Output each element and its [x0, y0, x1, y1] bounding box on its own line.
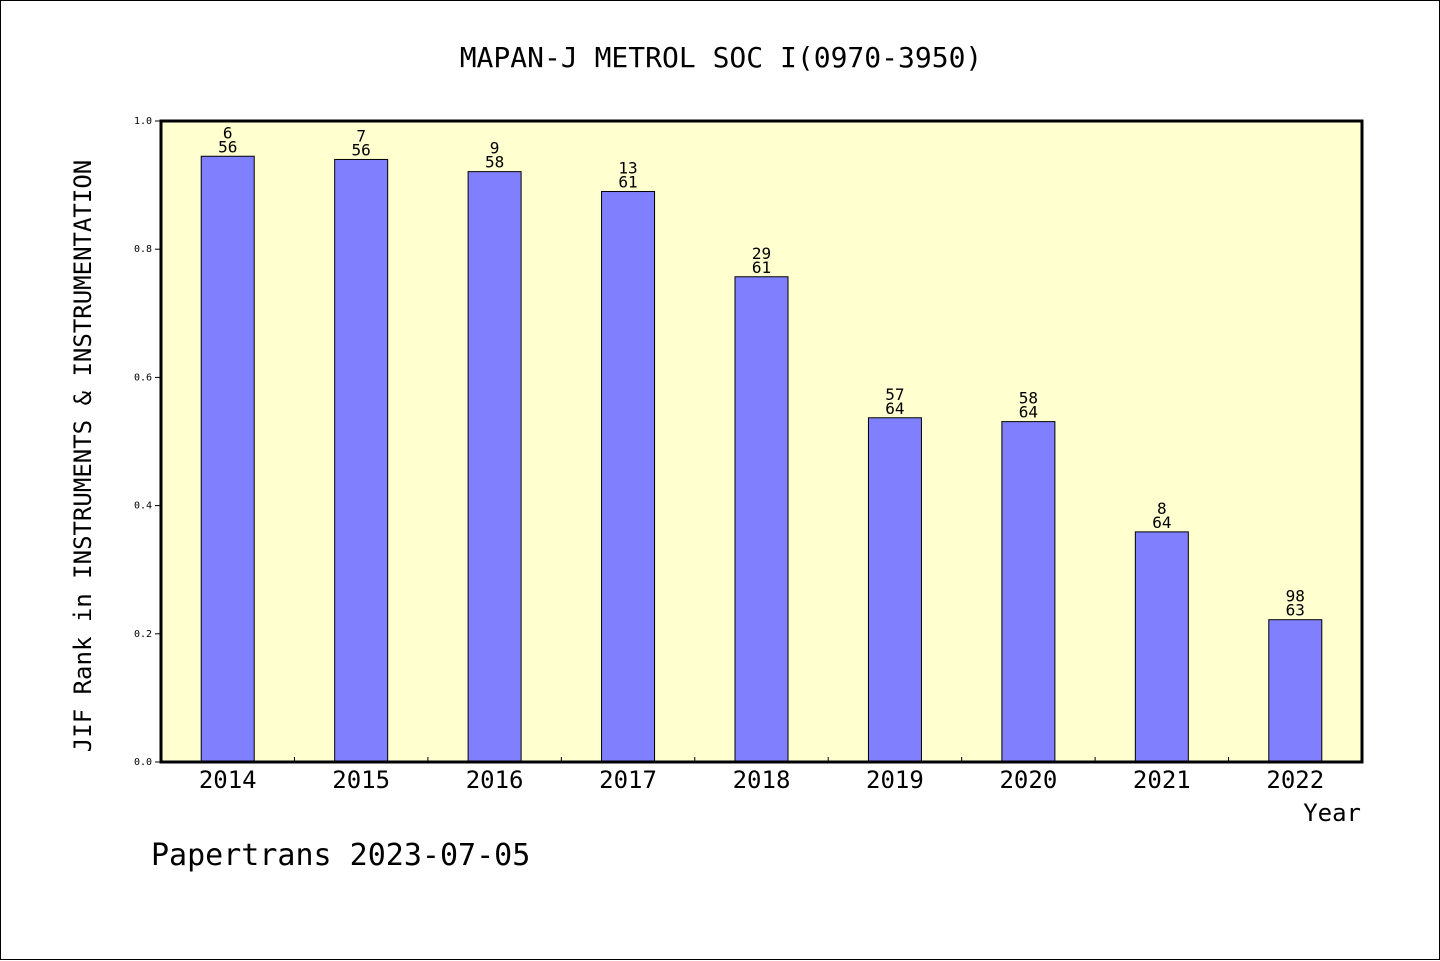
bar-label-rank: 29: [752, 244, 771, 263]
y-tick-label: 0.8: [134, 244, 152, 255]
plot-border: [159, 119, 1364, 764]
bar-label-rank: 7: [356, 126, 366, 145]
y-axis: 0.0 0.2 0.4 0.6 0.8 1.0: [134, 116, 161, 768]
bar-2017: [601, 191, 656, 763]
y-tick-label: 0.4: [134, 501, 152, 512]
x-axis-title: Year: [1303, 799, 1361, 827]
bar-label-rank: 8: [1157, 499, 1167, 518]
y-tick-label: 0.0: [134, 757, 152, 768]
footer-credit: Papertrans 2023-07-05: [151, 838, 530, 873]
bar-label-total: 64: [885, 399, 904, 418]
bar-label-total: 58: [485, 153, 504, 172]
bar-label-total: 64: [1152, 513, 1171, 532]
x-tick-label: 2020: [999, 766, 1057, 794]
bar-label-total: 64: [1019, 403, 1038, 422]
bar-2021: [1134, 531, 1189, 763]
bar-label-rank: 98: [1286, 587, 1305, 606]
bar-label-rank: 57: [885, 385, 904, 404]
x-tick-label: 2018: [733, 766, 791, 794]
bar-2018: [734, 276, 789, 763]
bar-label-total: 56: [352, 140, 371, 159]
y-tick-label: 0.6: [134, 372, 152, 383]
chart-title: MAPAN-J METROL SOC I(0970-3950): [460, 41, 983, 74]
bar-2014: [200, 155, 255, 763]
bar-2020: [1001, 421, 1056, 763]
y-tick-label: 1.0: [134, 116, 152, 127]
bar-label-rank: 9: [490, 139, 500, 158]
y-tick-label: 0.2: [134, 629, 152, 640]
bar-label-rank: 6: [223, 123, 233, 142]
bar-label-rank: 58: [1019, 389, 1038, 408]
x-tick-label: 2022: [1266, 766, 1324, 794]
bar-label-total: 56: [218, 137, 237, 156]
bar-label-rank: 13: [618, 159, 637, 178]
x-tick-label: 2014: [199, 766, 257, 794]
bar-label-total: 61: [618, 173, 637, 192]
bar-2019: [867, 417, 922, 763]
bar-label-total: 63: [1286, 601, 1305, 620]
x-axis: 2014 2015 2016 2017 2018 2019 2020 2021 2022: [199, 757, 1324, 794]
x-tick-label: 2016: [466, 766, 524, 794]
bar-label-total: 61: [752, 258, 771, 277]
x-tick-label: 2017: [599, 766, 657, 794]
bar-2022: [1268, 619, 1323, 763]
y-axis-title: JIF Rank in INSTRUMENTS & INSTRUMENTATIO…: [69, 160, 97, 752]
x-tick-label: 2015: [332, 766, 390, 794]
bar-2015: [334, 158, 389, 763]
bar-2016: [467, 171, 522, 763]
x-tick-label: 2019: [866, 766, 924, 794]
x-tick-label: 2021: [1133, 766, 1191, 794]
